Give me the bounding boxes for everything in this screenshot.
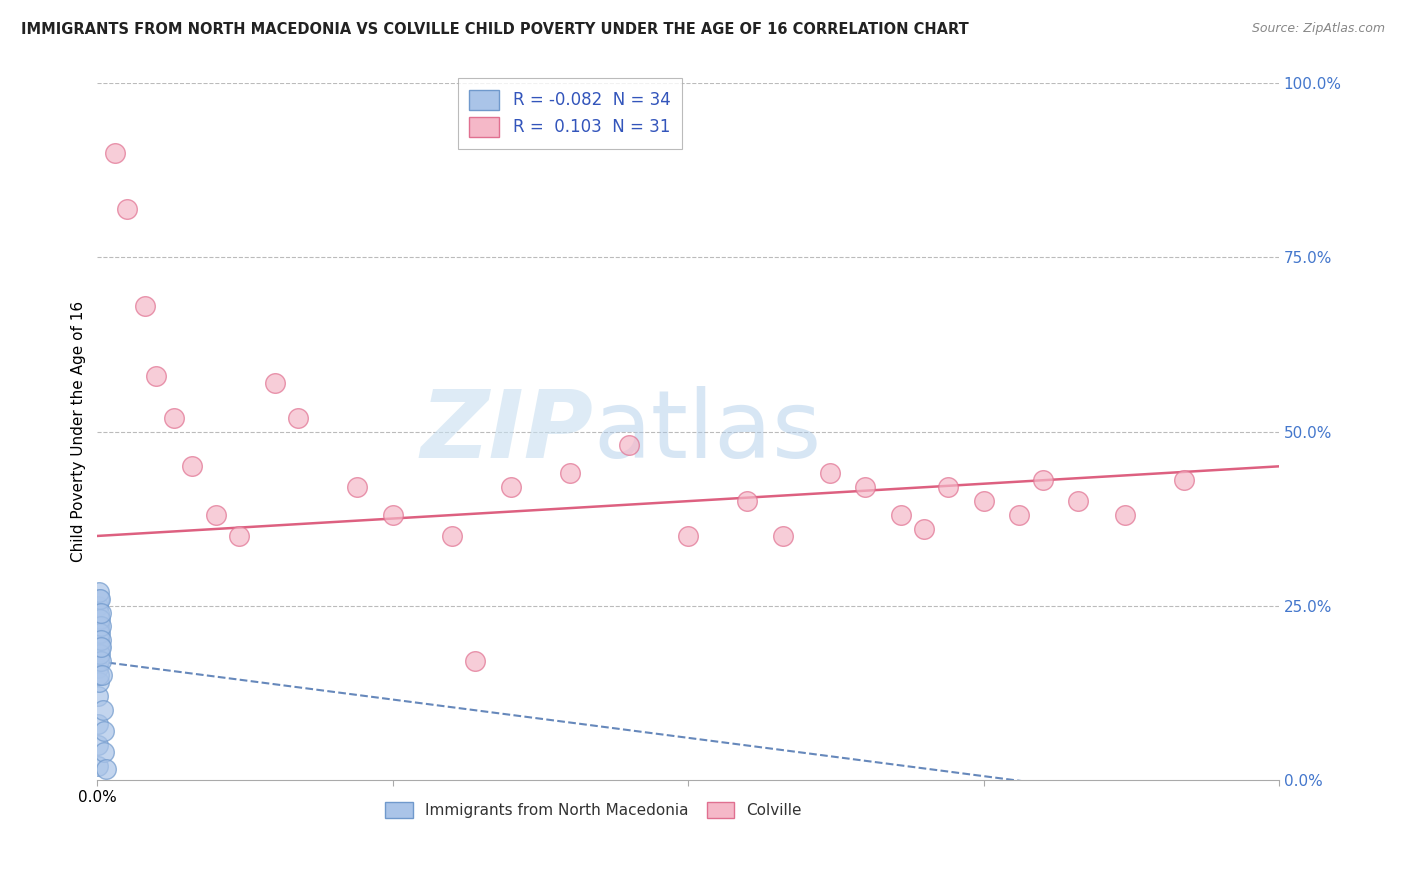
Point [499, 480, 522, 494]
Y-axis label: Child Poverty Under the Age of 16: Child Poverty Under the Age of 16 [72, 301, 86, 562]
Point [735, 494, 758, 508]
Point [87, 626, 110, 640]
Point [676, 529, 699, 543]
Point [440, 529, 463, 543]
Point [89, 633, 111, 648]
Point [1032, 473, 1054, 487]
Point [91, 703, 114, 717]
Point [87, 633, 110, 648]
Point [87, 738, 110, 752]
Point [818, 467, 841, 481]
Point [87, 640, 110, 655]
Point [89, 654, 111, 668]
Point [914, 522, 936, 536]
Point [87, 758, 110, 772]
Point [89, 626, 111, 640]
Point [464, 654, 486, 668]
Point [381, 508, 404, 522]
Point [228, 529, 250, 543]
Point [87, 689, 110, 703]
Point [1114, 508, 1136, 522]
Point [1067, 494, 1090, 508]
Point [104, 146, 127, 161]
Point [145, 368, 167, 383]
Point [93, 723, 115, 738]
Point [90, 606, 112, 620]
Point [1008, 508, 1031, 522]
Point [180, 459, 202, 474]
Point [87, 599, 110, 613]
Point [346, 480, 368, 494]
Legend: Immigrants from North Macedonia, Colville: Immigrants from North Macedonia, Colvill… [380, 796, 808, 824]
Text: Source: ZipAtlas.com: Source: ZipAtlas.com [1251, 22, 1385, 36]
Point [89, 640, 111, 655]
Point [87, 648, 110, 662]
Text: ZIP: ZIP [420, 385, 593, 477]
Point [853, 480, 876, 494]
Point [973, 494, 995, 508]
Point [772, 529, 794, 543]
Point [89, 591, 111, 606]
Point [936, 480, 959, 494]
Point [90, 633, 112, 648]
Point [90, 619, 112, 633]
Point [87, 606, 110, 620]
Point [263, 376, 285, 390]
Text: atlas: atlas [593, 385, 823, 477]
Point [558, 467, 581, 481]
Point [89, 668, 111, 682]
Point [90, 654, 112, 668]
Point [87, 661, 110, 675]
Point [617, 438, 640, 452]
Point [94, 762, 117, 776]
Point [89, 584, 111, 599]
Point [163, 410, 186, 425]
Point [90, 640, 112, 655]
Point [89, 619, 111, 633]
Point [87, 591, 110, 606]
Point [87, 619, 110, 633]
Point [91, 668, 114, 682]
Point [134, 299, 156, 313]
Text: IMMIGRANTS FROM NORTH MACEDONIA VS COLVILLE CHILD POVERTY UNDER THE AGE OF 16 CO: IMMIGRANTS FROM NORTH MACEDONIA VS COLVI… [21, 22, 969, 37]
Point [87, 717, 110, 731]
Point [287, 410, 309, 425]
Point [115, 202, 138, 216]
Point [87, 675, 110, 690]
Point [93, 745, 115, 759]
Point [89, 648, 111, 662]
Point [1173, 473, 1195, 487]
Point [890, 508, 912, 522]
Point [89, 612, 111, 626]
Point [204, 508, 226, 522]
